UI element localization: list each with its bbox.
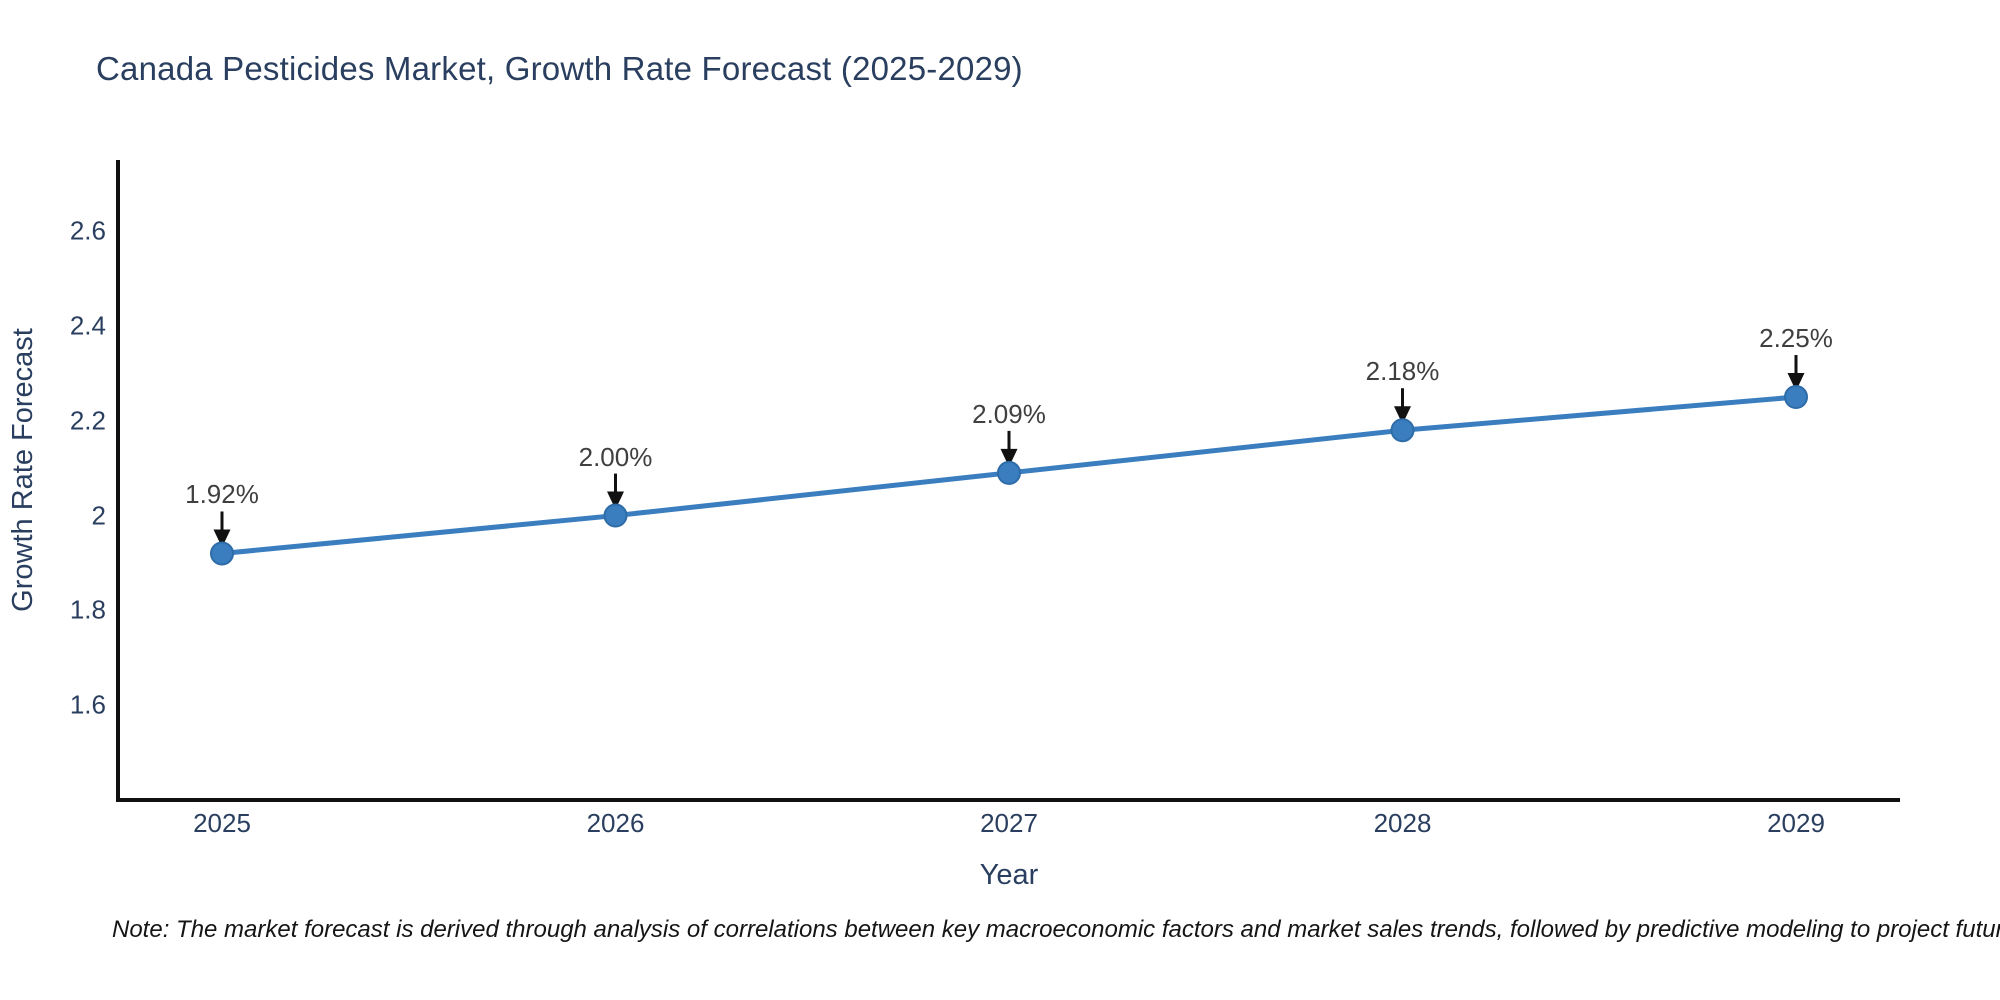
data-point-label: 2.00% (578, 441, 653, 472)
chart-title: Canada Pesticides Market, Growth Rate Fo… (96, 50, 1023, 87)
annotation-arrow-head (1394, 406, 1411, 425)
y-tick-label: 1.8 (69, 594, 106, 625)
x-tick-label: 2025 (193, 808, 251, 838)
data-point-marker (210, 541, 234, 566)
annotation-arrow-head (213, 529, 231, 548)
data-point-marker (603, 503, 628, 528)
x-tick-label: 2028 (1373, 808, 1432, 838)
x-axis-title: Year (979, 859, 1039, 891)
annotation-arrow-head (1000, 448, 1018, 467)
data-point-label: 1.92% (185, 479, 259, 510)
x-tick-label: 2026 (586, 808, 645, 838)
y-tick-label: 2.6 (69, 215, 106, 246)
data-point-label: 2.09% (972, 398, 1046, 429)
annotation-arrow-head (607, 491, 624, 510)
x-tick-label: 2029 (1767, 808, 1825, 838)
y-tick-label: 1.6 (69, 689, 106, 720)
annotation-arrow-head (1787, 373, 1805, 392)
data-point-label: 2.18% (1365, 356, 1440, 387)
y-tick-label: 2.4 (69, 310, 106, 341)
data-point-label: 2.25% (1759, 323, 1833, 354)
y-tick-label: 2.2 (69, 405, 106, 436)
data-point-marker (1390, 418, 1415, 443)
y-tick-label: 2 (91, 500, 106, 531)
x-tick-label: 2027 (980, 808, 1038, 838)
data-point-marker (997, 460, 1021, 485)
footnote: Note: The market forecast is derived thr… (112, 916, 2000, 943)
data-point-marker (1784, 385, 1808, 410)
